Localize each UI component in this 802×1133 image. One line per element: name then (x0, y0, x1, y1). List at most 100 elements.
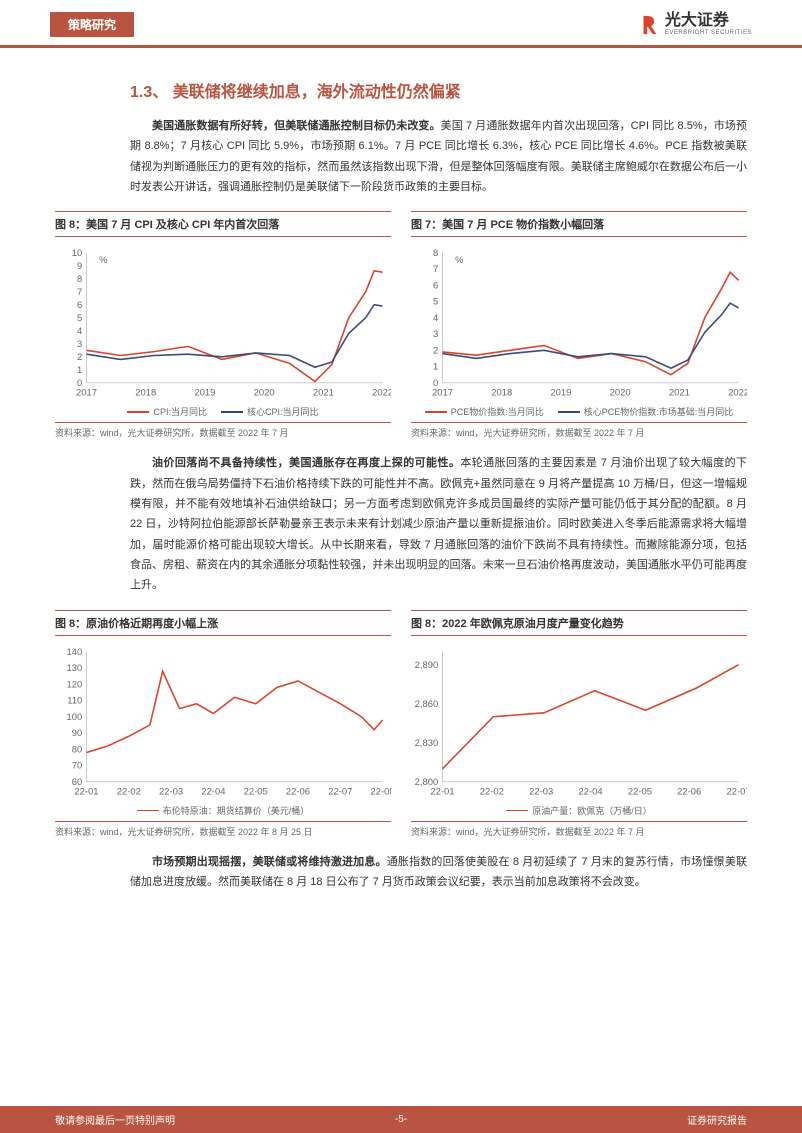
chart-1-title: 图 8：美国 7 月 CPI 及核心 CPI 年内首次回落 (55, 211, 391, 237)
svg-text:22-01: 22-01 (74, 786, 98, 797)
svg-text:22-07: 22-07 (328, 786, 352, 797)
svg-text:2020: 2020 (254, 388, 275, 399)
svg-text:22-05: 22-05 (244, 786, 268, 797)
svg-text:2017: 2017 (432, 388, 453, 399)
page-header: 策略研究 光大证券 EVERBRIGHT SECURITIES (0, 0, 802, 48)
svg-text:22-04: 22-04 (201, 786, 225, 797)
svg-text:3: 3 (77, 339, 82, 350)
brand: 光大证券 EVERBRIGHT SECURITIES (638, 12, 752, 36)
chart-2-source: 资料来源：wind，光大证券研究所，数据截至 2022 年 7 月 (411, 422, 747, 439)
svg-text:140: 140 (67, 647, 83, 658)
brand-name-en: EVERBRIGHT SECURITIES (665, 30, 752, 37)
svg-text:2022: 2022 (728, 388, 747, 399)
chart-3-legend: 布伦特原油：期货结算价（美元/桶） (55, 804, 391, 817)
chart-3-title: 图 8：原油价格近期再度小幅上涨 (55, 610, 391, 636)
chart-3-block: 图 8：原油价格近期再度小幅上涨 60708090100110120130140… (55, 610, 391, 838)
svg-text:%: % (99, 256, 108, 267)
page-footer: 敬请参阅最后一页特别声明 -5- 证券研究报告 (0, 1106, 802, 1133)
svg-text:6: 6 (77, 300, 82, 311)
charts-row-2: 图 8：原油价格近期再度小幅上涨 60708090100110120130140… (55, 610, 747, 838)
chart-2-title: 图 7：美国 7 月 PCE 物价指数小幅回落 (411, 211, 747, 237)
svg-text:130: 130 (67, 663, 83, 674)
svg-text:7: 7 (77, 287, 82, 298)
svg-text:22-04: 22-04 (578, 786, 602, 797)
svg-text:1: 1 (433, 362, 438, 373)
svg-text:22-08: 22-08 (371, 786, 391, 797)
section-heading: 1.3、 美联储将继续加息，海外流动性仍然偏紧 (130, 78, 747, 102)
charts-row-1: 图 8：美国 7 月 CPI 及核心 CPI 年内首次回落 0123456789… (55, 211, 747, 439)
svg-text:6: 6 (433, 281, 438, 292)
chart-4-source: 资料来源：wind，光大证券研究所，数据截至 2022 年 7 月 (411, 821, 747, 838)
chart-1-source: 资料来源：wind，光大证券研究所，数据截至 2022 年 7 月 (55, 422, 391, 439)
svg-text:22-05: 22-05 (628, 786, 652, 797)
chart-4-canvas: 2,8002,8302,8602,89022-0122-0222-0322-04… (411, 642, 747, 802)
svg-text:22-06: 22-06 (286, 786, 310, 797)
svg-text:2: 2 (433, 346, 438, 357)
chart-4-title: 图 8：2022 年欧佩克原油月度产量变化趋势 (411, 610, 747, 636)
category-badge: 策略研究 (50, 12, 134, 37)
svg-text:2021: 2021 (669, 388, 690, 399)
para2-body: 本轮通胀回落的主要因素是 7 月油价出现了较大幅度的下跌，然而在俄乌局势僵持下石… (130, 457, 747, 591)
chart-4-legend: 原油产量：欧佩克（万桶/日） (411, 804, 747, 817)
footer-page-number: -5- (395, 1114, 407, 1125)
svg-text:22-07: 22-07 (727, 786, 747, 797)
brand-logo-icon (638, 14, 660, 36)
svg-text:8: 8 (433, 248, 438, 259)
svg-text:22-03: 22-03 (529, 786, 553, 797)
svg-text:1: 1 (77, 365, 82, 376)
svg-text:2017: 2017 (76, 388, 97, 399)
svg-text:2018: 2018 (491, 388, 512, 399)
chart-2-legend: PCE物价指数:当月同比核心PCE物价指数:市场基础:当月同比 (411, 405, 747, 418)
svg-text:2018: 2018 (135, 388, 156, 399)
svg-text:2019: 2019 (550, 388, 571, 399)
svg-text:5: 5 (77, 313, 82, 324)
svg-text:90: 90 (72, 728, 83, 739)
footer-right: 证券研究报告 (687, 1112, 747, 1127)
section-number: 1.3、 (130, 84, 168, 101)
svg-text:2020: 2020 (610, 388, 631, 399)
paragraph-2: 油价回落尚不具备持续性，美国通胀存在再度上探的可能性。本轮通胀回落的主要因素是 … (130, 453, 747, 595)
section-title-text: 美联储将继续加息，海外流动性仍然偏紧 (173, 84, 461, 101)
footer-left: 敬请参阅最后一页特别声明 (55, 1112, 175, 1127)
chart-3-canvas: 6070809010011012013014022-0122-0222-0322… (55, 642, 391, 802)
svg-text:4: 4 (77, 326, 82, 337)
svg-text:22-01: 22-01 (430, 786, 454, 797)
paragraph-1: 美国通胀数据有所好转，但美联储通胀控制目标仍未改变。美国 7 月通胀数据年内首次… (130, 116, 747, 197)
paragraph-3: 市场预期出现摇摆，美联储或将维持激进加息。通胀指数的回落使美股在 8 月初延续了… (130, 852, 747, 893)
svg-text:22-06: 22-06 (677, 786, 701, 797)
chart-2-canvas: 012345678201720182019202020212022% (411, 243, 747, 403)
svg-text:100: 100 (67, 712, 83, 723)
para1-lead: 美国通胀数据有所好转，但美联储通胀控制目标仍未改变。 (152, 120, 441, 132)
para3-lead: 市场预期出现摇摆，美联储或将维持激进加息。 (152, 856, 387, 868)
svg-text:%: % (455, 256, 464, 267)
svg-text:7: 7 (433, 264, 438, 275)
chart-1-legend: CPI:当月同比核心CPI:当月同比 (55, 405, 391, 418)
svg-text:2,860: 2,860 (415, 699, 439, 710)
svg-text:9: 9 (77, 261, 82, 272)
svg-text:3: 3 (433, 330, 438, 341)
svg-text:2: 2 (77, 352, 82, 363)
svg-text:110: 110 (67, 695, 82, 706)
svg-text:2022: 2022 (372, 388, 391, 399)
brand-name-cn: 光大证券 (665, 12, 752, 30)
para2-lead: 油价回落尚不具备持续性，美国通胀存在再度上探的可能性。 (152, 457, 460, 469)
svg-text:2,890: 2,890 (415, 660, 439, 671)
chart-4-block: 图 8：2022 年欧佩克原油月度产量变化趋势 2,8002,8302,8602… (411, 610, 747, 838)
svg-text:5: 5 (433, 297, 438, 308)
svg-text:2019: 2019 (194, 388, 215, 399)
svg-text:10: 10 (72, 248, 83, 259)
svg-text:2021: 2021 (313, 388, 334, 399)
svg-text:22-02: 22-02 (480, 786, 504, 797)
svg-text:2,830: 2,830 (415, 738, 439, 749)
svg-text:4: 4 (433, 313, 438, 324)
chart-1-canvas: 012345678910201720182019202020212022% (55, 243, 391, 403)
chart-1-block: 图 8：美国 7 月 CPI 及核心 CPI 年内首次回落 0123456789… (55, 211, 391, 439)
content-area: 1.3、 美联储将继续加息，海外流动性仍然偏紧 美国通胀数据有所好转，但美联储通… (0, 48, 802, 892)
svg-text:22-03: 22-03 (159, 786, 183, 797)
svg-text:70: 70 (72, 761, 83, 772)
chart-3-source: 资料来源：wind，光大证券研究所，数据截至 2022 年 8 月 25 日 (55, 821, 391, 838)
svg-text:22-02: 22-02 (117, 786, 141, 797)
svg-text:120: 120 (67, 679, 83, 690)
svg-text:80: 80 (72, 744, 83, 755)
svg-text:8: 8 (77, 274, 82, 285)
